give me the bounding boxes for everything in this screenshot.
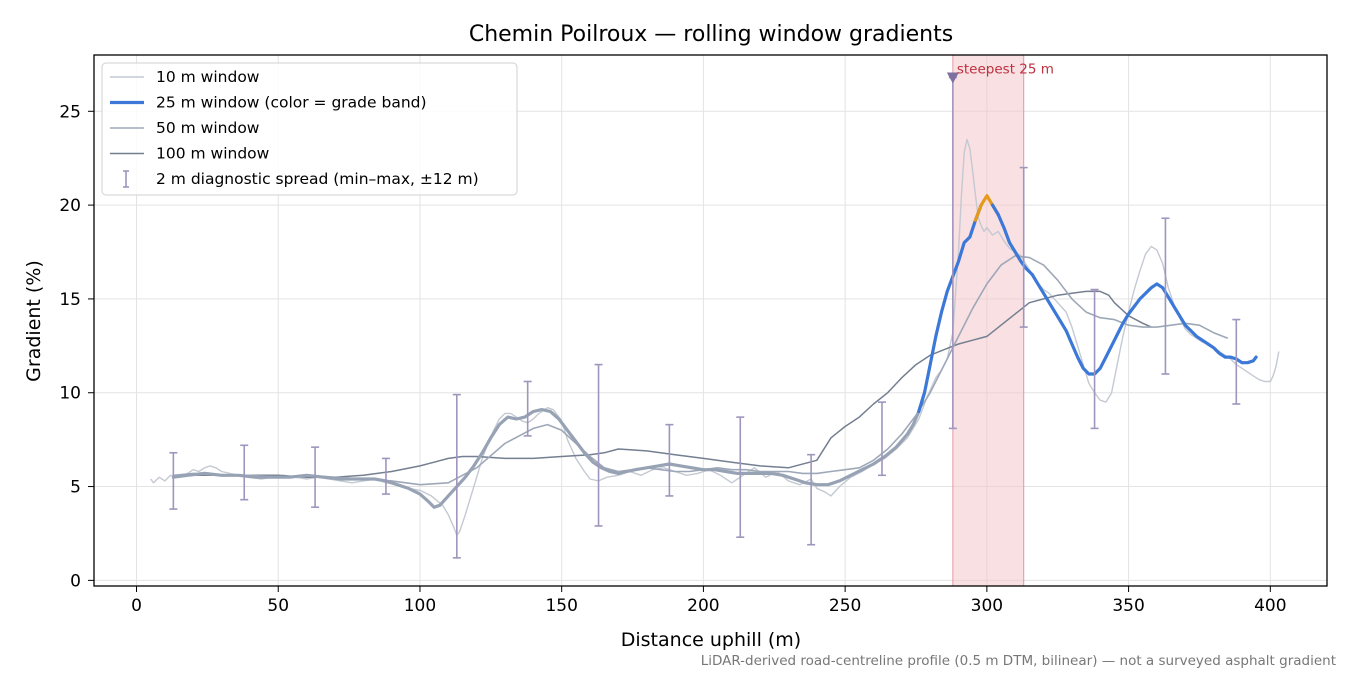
x-tick-label: 0 — [131, 596, 142, 616]
x-tick-label: 300 — [971, 596, 1003, 616]
series-25m-line — [990, 203, 1258, 376]
spread-bar — [381, 457, 390, 495]
x-tick-label: 150 — [545, 596, 577, 616]
x-tick-label: 350 — [1112, 596, 1144, 616]
legend-label: 100 m window — [156, 145, 270, 163]
x-tick-label: 200 — [687, 596, 719, 616]
x-tick-label: 400 — [1254, 596, 1286, 616]
legend-entry: 50 m window — [110, 119, 260, 137]
y-tick-label: 0 — [70, 571, 81, 591]
series-25m-line — [917, 203, 983, 414]
steepest-band-rect — [952, 54, 1025, 587]
y-axis-label: Gradient (%) — [23, 260, 45, 382]
steepest-label: steepest 25 m — [957, 62, 1054, 78]
y-axis-ticks: 0 5 10 15 20 25 — [59, 102, 94, 591]
legend-entry: 2 m diagnostic spread (min–max, ±12 m) — [123, 170, 479, 188]
spread-bar — [877, 401, 886, 477]
legend-label: 10 m window — [156, 68, 260, 86]
spread-bar — [736, 416, 745, 539]
y-tick-label: 25 — [59, 102, 81, 122]
series-50m-line — [173, 255, 1229, 486]
x-axis-ticks: 0 50 100 150 200 250 300 350 400 — [131, 586, 1287, 616]
legend-entry: 10 m window — [110, 68, 260, 86]
spread-bar — [1161, 217, 1170, 375]
y-tick-label: 15 — [59, 290, 81, 310]
y-tick-label: 5 — [70, 478, 81, 498]
x-tick-label: 50 — [267, 596, 289, 616]
spread-bar — [169, 451, 178, 510]
spread-bar — [1090, 288, 1099, 430]
legend-label: 50 m window — [156, 119, 260, 137]
spread-bar — [1232, 318, 1241, 405]
spread-bar — [807, 453, 816, 546]
spread-bar — [311, 446, 320, 508]
legend-box — [101, 62, 518, 196]
steepest-band — [952, 54, 1025, 587]
spread-bar — [240, 444, 249, 501]
steepest-triangle-icon — [946, 72, 959, 84]
y-tick-label: 10 — [59, 384, 81, 404]
plot-frame — [93, 54, 1328, 587]
legend-entry: 25 m window (color = grade band) — [110, 94, 427, 112]
spread-bar — [1019, 166, 1028, 328]
legend: 10 m window 25 m window (color = grade ba… — [101, 62, 518, 196]
x-tick-label: 100 — [404, 596, 436, 616]
diagnostic-spread-bars — [169, 76, 1241, 559]
spread-bar — [452, 393, 461, 559]
x-tick-label: 250 — [829, 596, 861, 616]
spread-bar — [594, 363, 603, 527]
spread-bar — [665, 423, 674, 497]
legend-label: 2 m diagnostic spread (min–max, ±12 m) — [156, 170, 479, 188]
x-axis-label: Distance uphill (m) — [621, 629, 801, 651]
footnote: LiDAR-derived road-centreline profile (0… — [701, 653, 1336, 669]
spread-bar — [523, 380, 532, 437]
y-tick-label: 20 — [59, 196, 81, 216]
legend-entry: 100 m window — [110, 145, 270, 163]
legend-label: 25 m window (color = grade band) — [156, 94, 427, 112]
series-100m-line — [173, 290, 1152, 478]
chart-title: Chemin Poilroux — rolling window gradien… — [469, 22, 953, 47]
steepest-marker: steepest 25 m — [946, 62, 1054, 84]
